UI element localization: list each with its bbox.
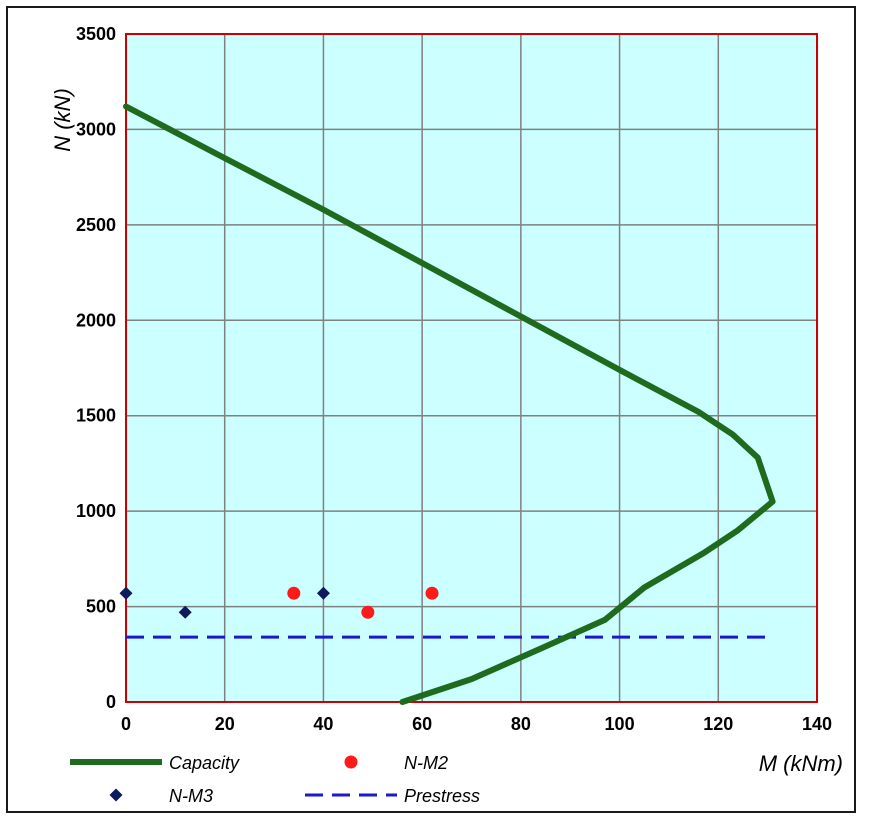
y-tick-label: 2000 [76, 310, 116, 330]
n-m2-point [361, 605, 375, 619]
x-tick-label: 60 [412, 714, 432, 734]
n-m2-point [287, 586, 301, 600]
plot-border [125, 33, 818, 703]
tick-labels: 0 20 40 60 80 100 120 140 0 500 1000 1500 2000 2500 30… [76, 24, 832, 734]
n-m2-point [425, 586, 439, 600]
x-tick-label: 40 [313, 714, 333, 734]
x-tick-label: 100 [605, 714, 635, 734]
legend-capacity-label: Capacity [169, 753, 240, 773]
y-tick-label: 3000 [76, 119, 116, 139]
legend-n-m2-label: N-M2 [404, 753, 448, 773]
y-tick-label: 3500 [76, 24, 116, 44]
x-tick-label: 120 [703, 714, 733, 734]
legend-n-m3-label: N-M3 [169, 786, 213, 806]
x-axis-title: M (kNm) [759, 751, 843, 776]
n-m3-point [119, 586, 133, 600]
legend: Capacity N-M2 N-M3 Prestress [70, 753, 480, 806]
x-tick-label: 80 [511, 714, 531, 734]
y-tick-label: 1500 [76, 406, 116, 426]
y-axis-title: N (kN) [50, 88, 75, 152]
n-m3-point [178, 605, 192, 619]
plot-area [126, 34, 817, 702]
chart-marks [119, 103, 776, 705]
y-tick-label: 2500 [76, 215, 116, 235]
x-tick-label: 20 [215, 714, 235, 734]
legend-n-m2-swatch [344, 755, 358, 769]
legend-prestress-label: Prestress [404, 786, 480, 806]
n-m3-point [316, 586, 330, 600]
capacity-line [123, 103, 776, 705]
y-tick-label: 500 [86, 597, 116, 617]
chart-frame [6, 6, 856, 813]
legend-n-m3-swatch [109, 788, 123, 802]
y-tick-label: 0 [106, 692, 116, 712]
x-tick-label: 0 [121, 714, 131, 734]
x-tick-label: 140 [802, 714, 832, 734]
y-tick-label: 1000 [76, 501, 116, 521]
